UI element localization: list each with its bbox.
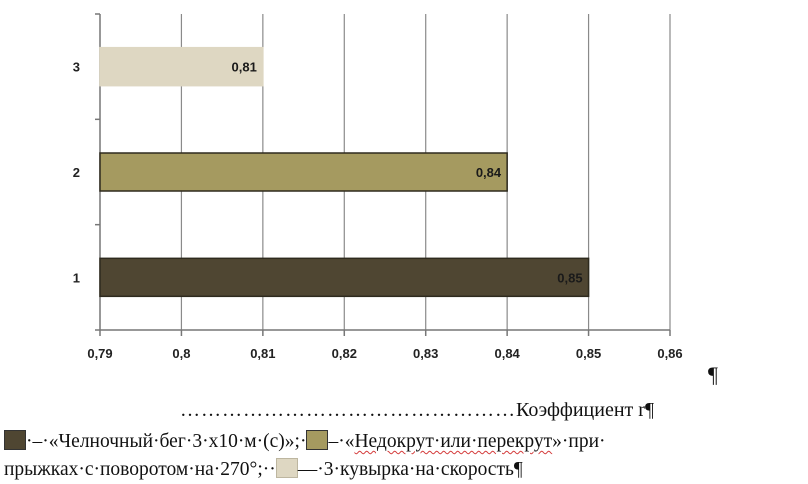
- legend-label-under-over-rotation: Недокрут·или·перекрут: [354, 431, 553, 452]
- legend-line-1: ·–·«Челночный·бег·3·х10·м·(с)»;· –·«Недок…: [4, 428, 804, 456]
- bar-chart: 0,79 0,8 0,81 0,82 0,83 0,84 0,85 0,86 1 2 3 0,85 0,…: [73, 13, 683, 361]
- labels: 0,79 0,8 0,81 0,82 0,83 0,84 0,85 0,86 1 2 3 0,85 0,…: [73, 60, 683, 361]
- x-tick-label: 0,85: [576, 346, 601, 361]
- x-tick-label: 0,82: [332, 346, 357, 361]
- legend-label-three-rolls: 3·кувырка·на·скорость: [323, 459, 514, 480]
- bar-3: [99, 46, 264, 87]
- y-tick-label: 2: [73, 165, 80, 180]
- legend-swatch-under-over-rotation: [306, 430, 329, 450]
- legend-prefix-3: —·: [297, 459, 324, 480]
- legend-end-pilcrow: ¶: [513, 459, 523, 480]
- caption-leader-dots: …………………………………………: [180, 399, 516, 421]
- legend-label-shuttle-run: «Челночный·бег·3·х10·м·(с)»;·: [48, 431, 307, 452]
- bar-2: [99, 152, 508, 192]
- data-label: 0,85: [557, 270, 582, 285]
- caption-pilcrow: ¶: [644, 399, 655, 421]
- x-tick-label: 0,84: [494, 346, 520, 361]
- figure-caption: …………………………………………Коэффициент r¶: [180, 398, 654, 422]
- legend-label-under-over-rotation-tail: »·при·: [552, 431, 606, 452]
- bar-1: [99, 257, 590, 298]
- x-tick-label: 0,8: [172, 346, 190, 361]
- caption-title: Коэффициент r: [516, 399, 645, 421]
- legend-line2-start: прыжках·с·поворотом·на·270°;··: [4, 459, 276, 480]
- paragraph-mark: ¶: [708, 362, 718, 387]
- legend: ·–·«Челночный·бег·3·х10·м·(с)»;· –·«Недок…: [4, 428, 804, 484]
- x-tick-label: 0,79: [87, 346, 112, 361]
- legend-swatch-shuttle-run: [4, 430, 26, 450]
- legend-prefix-2: –·«: [328, 431, 355, 452]
- x-tick-label: 0,81: [250, 346, 275, 361]
- legend-swatch-three-rolls: [275, 458, 298, 478]
- y-tick-label: 1: [73, 270, 80, 285]
- legend-line-2: прыжках·с·поворотом·на·270°;·· —·3·кувырк…: [4, 456, 804, 484]
- bars: [99, 46, 590, 298]
- x-tick-label: 0,86: [657, 346, 682, 361]
- x-tick-label: 0,83: [413, 346, 438, 361]
- legend-prefix-1: ·–·: [26, 431, 49, 452]
- data-label: 0,81: [232, 60, 257, 75]
- y-tick-label: 3: [73, 60, 80, 75]
- data-label: 0,84: [476, 165, 502, 180]
